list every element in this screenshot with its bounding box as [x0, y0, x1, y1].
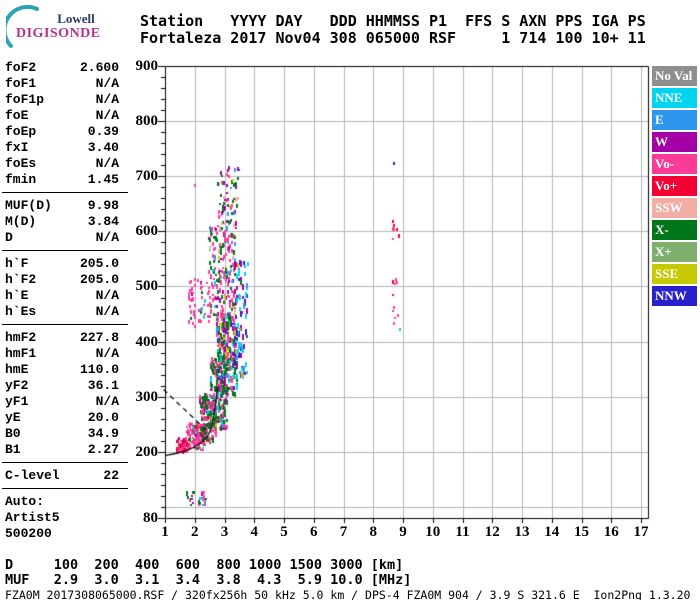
legend-item: SSE — [652, 264, 697, 284]
doppler-direction-legend: No Val NNE E W Vo- Vo+ SSW X- X+ SSE NNW — [652, 66, 697, 308]
y-tick-label: 800 — [135, 113, 159, 130]
x-tick-label: 6 — [310, 524, 318, 540]
x-tick-label: 2 — [191, 524, 199, 540]
x-tick-label: 14 — [544, 524, 560, 540]
x-tick-label: 1 — [161, 524, 169, 540]
legend-item: W — [652, 132, 697, 152]
legend-item: NNW — [652, 286, 697, 306]
legend-item: Vo- — [652, 154, 697, 174]
muf-distance-table: D 100 200 400 600 800 1000 1500 3000 [km… — [5, 558, 411, 587]
y-tick-label: 600 — [135, 223, 159, 240]
legend-item: X+ — [652, 242, 697, 262]
legend-item: X- — [652, 220, 697, 240]
legend-item: SSW — [652, 198, 697, 218]
x-tick-label: 10 — [425, 524, 441, 540]
y-tick-label: 900 — [135, 58, 159, 74]
y-tick-label: 300 — [135, 388, 159, 405]
file-info-line: FZA0M_2017308065000.RSF / 320fx256h 50 k… — [5, 588, 691, 600]
y-tick-label: 500 — [135, 278, 159, 295]
x-tick-label: 4 — [250, 524, 259, 540]
legend-item: Vo+ — [652, 176, 697, 196]
x-tick-label: 9 — [399, 524, 407, 540]
muf-row: MUF 2.9 3.0 3.1 3.4 3.8 4.3 5.9 10.0 [MH… — [5, 571, 412, 588]
x-tick-label: 7 — [339, 524, 348, 540]
legend-item: E — [652, 110, 697, 130]
y-tick-label: 700 — [135, 168, 159, 185]
x-tick-label: 11 — [455, 524, 470, 540]
y-tick-label: 400 — [135, 333, 159, 350]
x-tick-label: 8 — [369, 524, 378, 540]
y-tick-label: 200 — [135, 443, 159, 460]
x-tick-label: 12 — [484, 524, 500, 540]
legend-item: No Val — [652, 66, 697, 86]
x-tick-label: 5 — [280, 524, 288, 540]
x-tick-label: 3 — [220, 524, 229, 540]
x-tick-label: 16 — [603, 524, 619, 540]
legend-item: NNE — [652, 88, 697, 108]
x-tick-label: 15 — [574, 524, 589, 540]
d-row: D 100 200 400 600 800 1000 1500 3000 [km… — [5, 557, 404, 573]
x-tick-label: 13 — [514, 524, 530, 540]
y-tick-label: 80 — [143, 510, 158, 526]
x-tick-label: 17 — [633, 524, 649, 540]
